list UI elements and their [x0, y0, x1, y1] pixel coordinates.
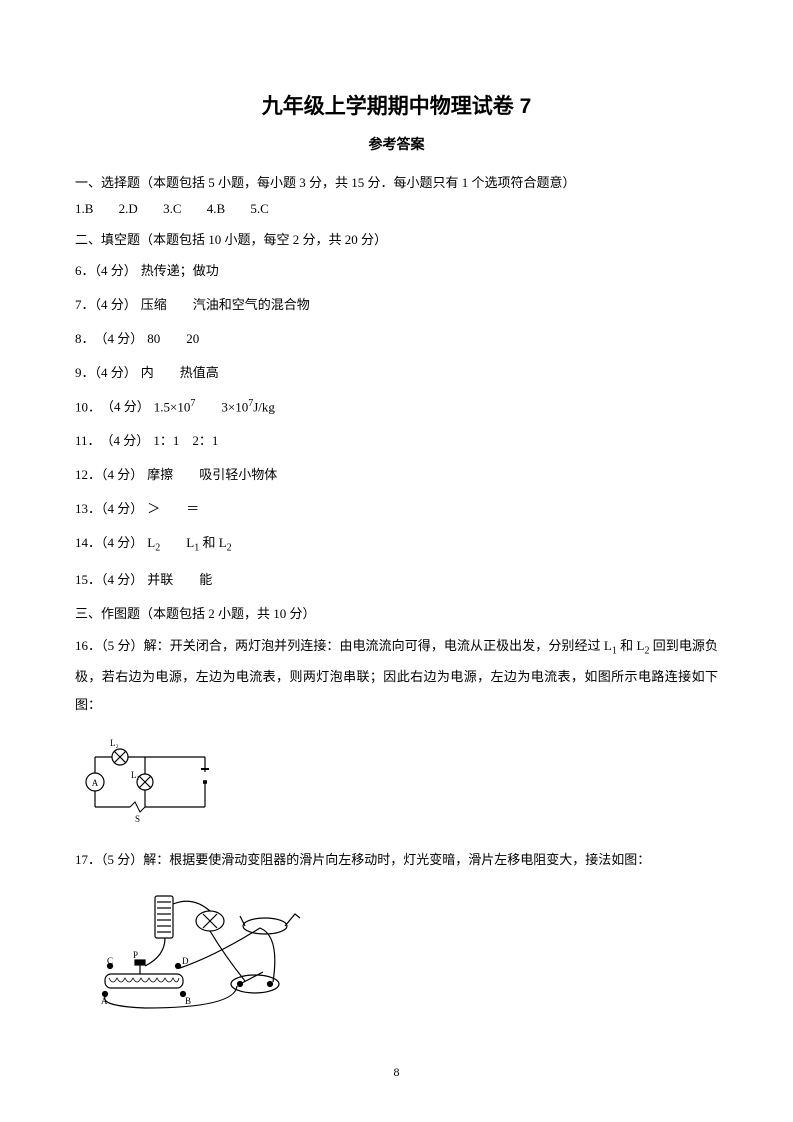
answer-sub: 2 [227, 543, 232, 554]
mc-answer: 1.B [75, 201, 93, 216]
answer-text: 摩擦 吸引轻小物体 [147, 467, 277, 482]
terminal-d-label: D [182, 956, 189, 966]
terminal-a-label: A [101, 996, 108, 1006]
answer-text: 热传递；做功 [141, 263, 219, 278]
answer-points: （4 分） [101, 467, 143, 482]
answer-points: （4 分） [101, 572, 143, 587]
answer-text: 压缩 汽油和空气的混合物 [141, 297, 310, 312]
answer-7: 7．（4 分） 压缩 汽油和空气的混合物 [75, 292, 718, 318]
answer-13: 13．（4 分） ＞ ＝ [75, 496, 718, 522]
answer-14: 14．（4 分）L2 L1 和 L2 [75, 530, 718, 559]
answer-10: 10． （4 分）1.5×107 3×107J/kg [75, 394, 718, 420]
answer-16: 16．（5 分）解：开关闭合，两灯泡并列连接：由电流流向可得，电流从正极出发，分… [75, 632, 718, 720]
ammeter-label: A [92, 778, 99, 788]
mc-answer: 5.C [250, 201, 268, 216]
answer-8: 8． （4 分） 80 20 [75, 326, 718, 352]
slider-p-label: P [133, 950, 138, 960]
answer-text: 内 热值高 [141, 365, 219, 380]
section-2-header: 二、填空题（本题包括 10 小题，每空 2 分，共 20 分） [75, 229, 718, 248]
mc-answers: 1.B 2.D 3.C 4.B 5.C [75, 201, 718, 217]
answer-points: （5 分） [101, 638, 143, 653]
answer-num: 10． [75, 399, 95, 414]
answer-num: 16． [75, 638, 101, 653]
answer-points: （4 分） [101, 331, 143, 346]
circuit-diagram-1: A L₂ L₁ S [75, 732, 225, 827]
answer-points: （5 分） [101, 852, 143, 867]
answer-text: ＞ ＝ [147, 501, 199, 516]
page-title: 九年级上学期期中物理试卷 7 [75, 90, 718, 120]
answer-text: 解：开关闭合，两灯泡并列连接：由电流流向可得，电流从正极出发，分别经过 L [144, 638, 612, 653]
answer-num: 12． [75, 467, 101, 482]
answer-points: （4 分） [107, 433, 149, 448]
terminal-c-label: C [107, 956, 113, 966]
section-3-header: 三、作图题（本题包括 2 小题，共 10 分） [75, 603, 718, 622]
bulb-l2-label: L₂ [110, 738, 119, 748]
page-number: 8 [0, 1065, 793, 1080]
answer-11: 11． （4 分） 1：1 2：1 [75, 428, 718, 454]
answer-and: 和 L [199, 535, 226, 550]
answer-points: （4 分） [95, 263, 137, 278]
answer-text: 80 20 [147, 331, 199, 346]
answer-num: 17． [75, 852, 101, 867]
section-1-header: 一、选择题（本题包括 5 小题，每小题 3 分，共 15 分．每小题只有 1 个… [75, 172, 718, 191]
answer-6: 6．（4 分） 热传递；做功 [75, 258, 718, 284]
answer-points: （4 分） [95, 365, 137, 380]
answer-num: 13． [75, 501, 101, 516]
answer-points: （4 分） [101, 535, 143, 550]
answer-gap [195, 399, 221, 414]
answer-num: 11． [75, 433, 94, 448]
answer-num: 7． [75, 297, 95, 312]
mc-answer: 4.B [207, 201, 225, 216]
answer-num: 15． [75, 572, 101, 587]
answer-points: （4 分） [95, 297, 137, 312]
answer-num: 14． [75, 535, 101, 550]
page-subtitle: 参考答案 [75, 134, 718, 154]
answer-points: （4 分） [101, 501, 143, 516]
answer-val-a: 1.5×10 [154, 399, 191, 414]
answer-text: 1：1 2：1 [153, 433, 218, 448]
answer-text: 解：根据要使滑动变阻器的滑片向左移动时，灯光变暗，滑片左移电阻变大，接法如图： [143, 852, 650, 867]
answer-num: 6． [75, 263, 95, 278]
answer-15: 15．（4 分） 并联 能 [75, 567, 718, 593]
answer-val: L [186, 535, 194, 550]
mc-answer: 3.C [163, 201, 181, 216]
bulb-l1-label: L₁ [131, 770, 140, 780]
answer-9: 9．（4 分） 内 热值高 [75, 360, 718, 386]
answer-points: （4 分） [108, 399, 150, 414]
answer-17: 17．（5 分）解：根据要使滑动变阻器的滑片向左移动时，灯光变暗，滑片左移电阻变… [75, 846, 718, 875]
mc-answer: 2.D [119, 201, 138, 216]
terminal-b-label: B [185, 996, 191, 1006]
answer-num: 9． [75, 365, 95, 380]
answer-num: 8． [75, 331, 88, 346]
circuit-diagram-2: C P D A B [85, 886, 315, 1011]
answer-unit: J/kg [253, 399, 275, 414]
answer-val-b: 3×10 [221, 399, 248, 414]
answer-12: 12．（4 分） 摩擦 吸引轻小物体 [75, 462, 718, 488]
answer-text: 和 L [617, 638, 645, 653]
answer-gap [160, 535, 186, 550]
answer-text: 并联 能 [147, 572, 212, 587]
switch-label: S [135, 814, 140, 824]
